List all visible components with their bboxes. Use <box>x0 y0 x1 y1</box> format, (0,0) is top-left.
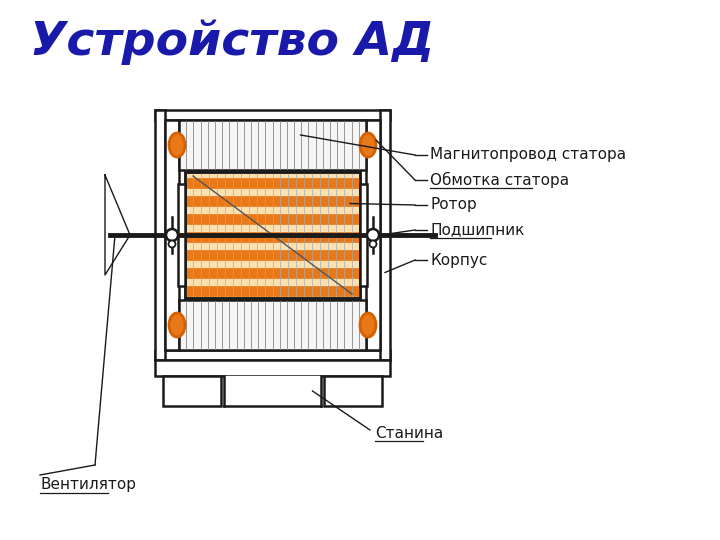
Bar <box>360 184 367 286</box>
Circle shape <box>168 240 176 247</box>
Bar <box>186 250 359 260</box>
Bar <box>155 360 390 376</box>
Bar <box>224 376 321 406</box>
Bar <box>185 172 360 298</box>
Circle shape <box>367 229 379 241</box>
Text: Станина: Станина <box>375 426 444 441</box>
Ellipse shape <box>360 313 376 337</box>
Circle shape <box>369 240 377 247</box>
Text: Устройство АД: Устройство АД <box>30 19 434 65</box>
Ellipse shape <box>169 313 185 337</box>
Bar <box>186 196 359 206</box>
Bar <box>179 300 366 350</box>
Text: Корпус: Корпус <box>430 253 487 267</box>
Bar <box>186 232 359 242</box>
Circle shape <box>166 229 178 241</box>
Ellipse shape <box>169 133 185 157</box>
Bar <box>186 178 359 188</box>
Text: Вентилятор: Вентилятор <box>40 477 136 492</box>
Bar <box>163 376 221 406</box>
Bar <box>155 110 390 120</box>
Bar <box>185 172 360 298</box>
Bar <box>186 268 359 278</box>
Text: Магнитопровод статора: Магнитопровод статора <box>430 147 626 163</box>
Bar <box>186 286 359 296</box>
Bar <box>380 110 390 360</box>
Bar <box>155 110 165 360</box>
Text: Подшипник: Подшипник <box>430 222 524 238</box>
Bar <box>324 376 382 406</box>
Text: Обмотка статора: Обмотка статора <box>430 172 569 188</box>
Bar <box>155 350 390 360</box>
Bar <box>366 120 380 350</box>
Bar <box>178 184 185 286</box>
Ellipse shape <box>360 133 376 157</box>
Bar <box>165 120 179 350</box>
Bar <box>186 214 359 224</box>
Text: Ротор: Ротор <box>430 198 477 213</box>
Bar <box>179 120 366 170</box>
